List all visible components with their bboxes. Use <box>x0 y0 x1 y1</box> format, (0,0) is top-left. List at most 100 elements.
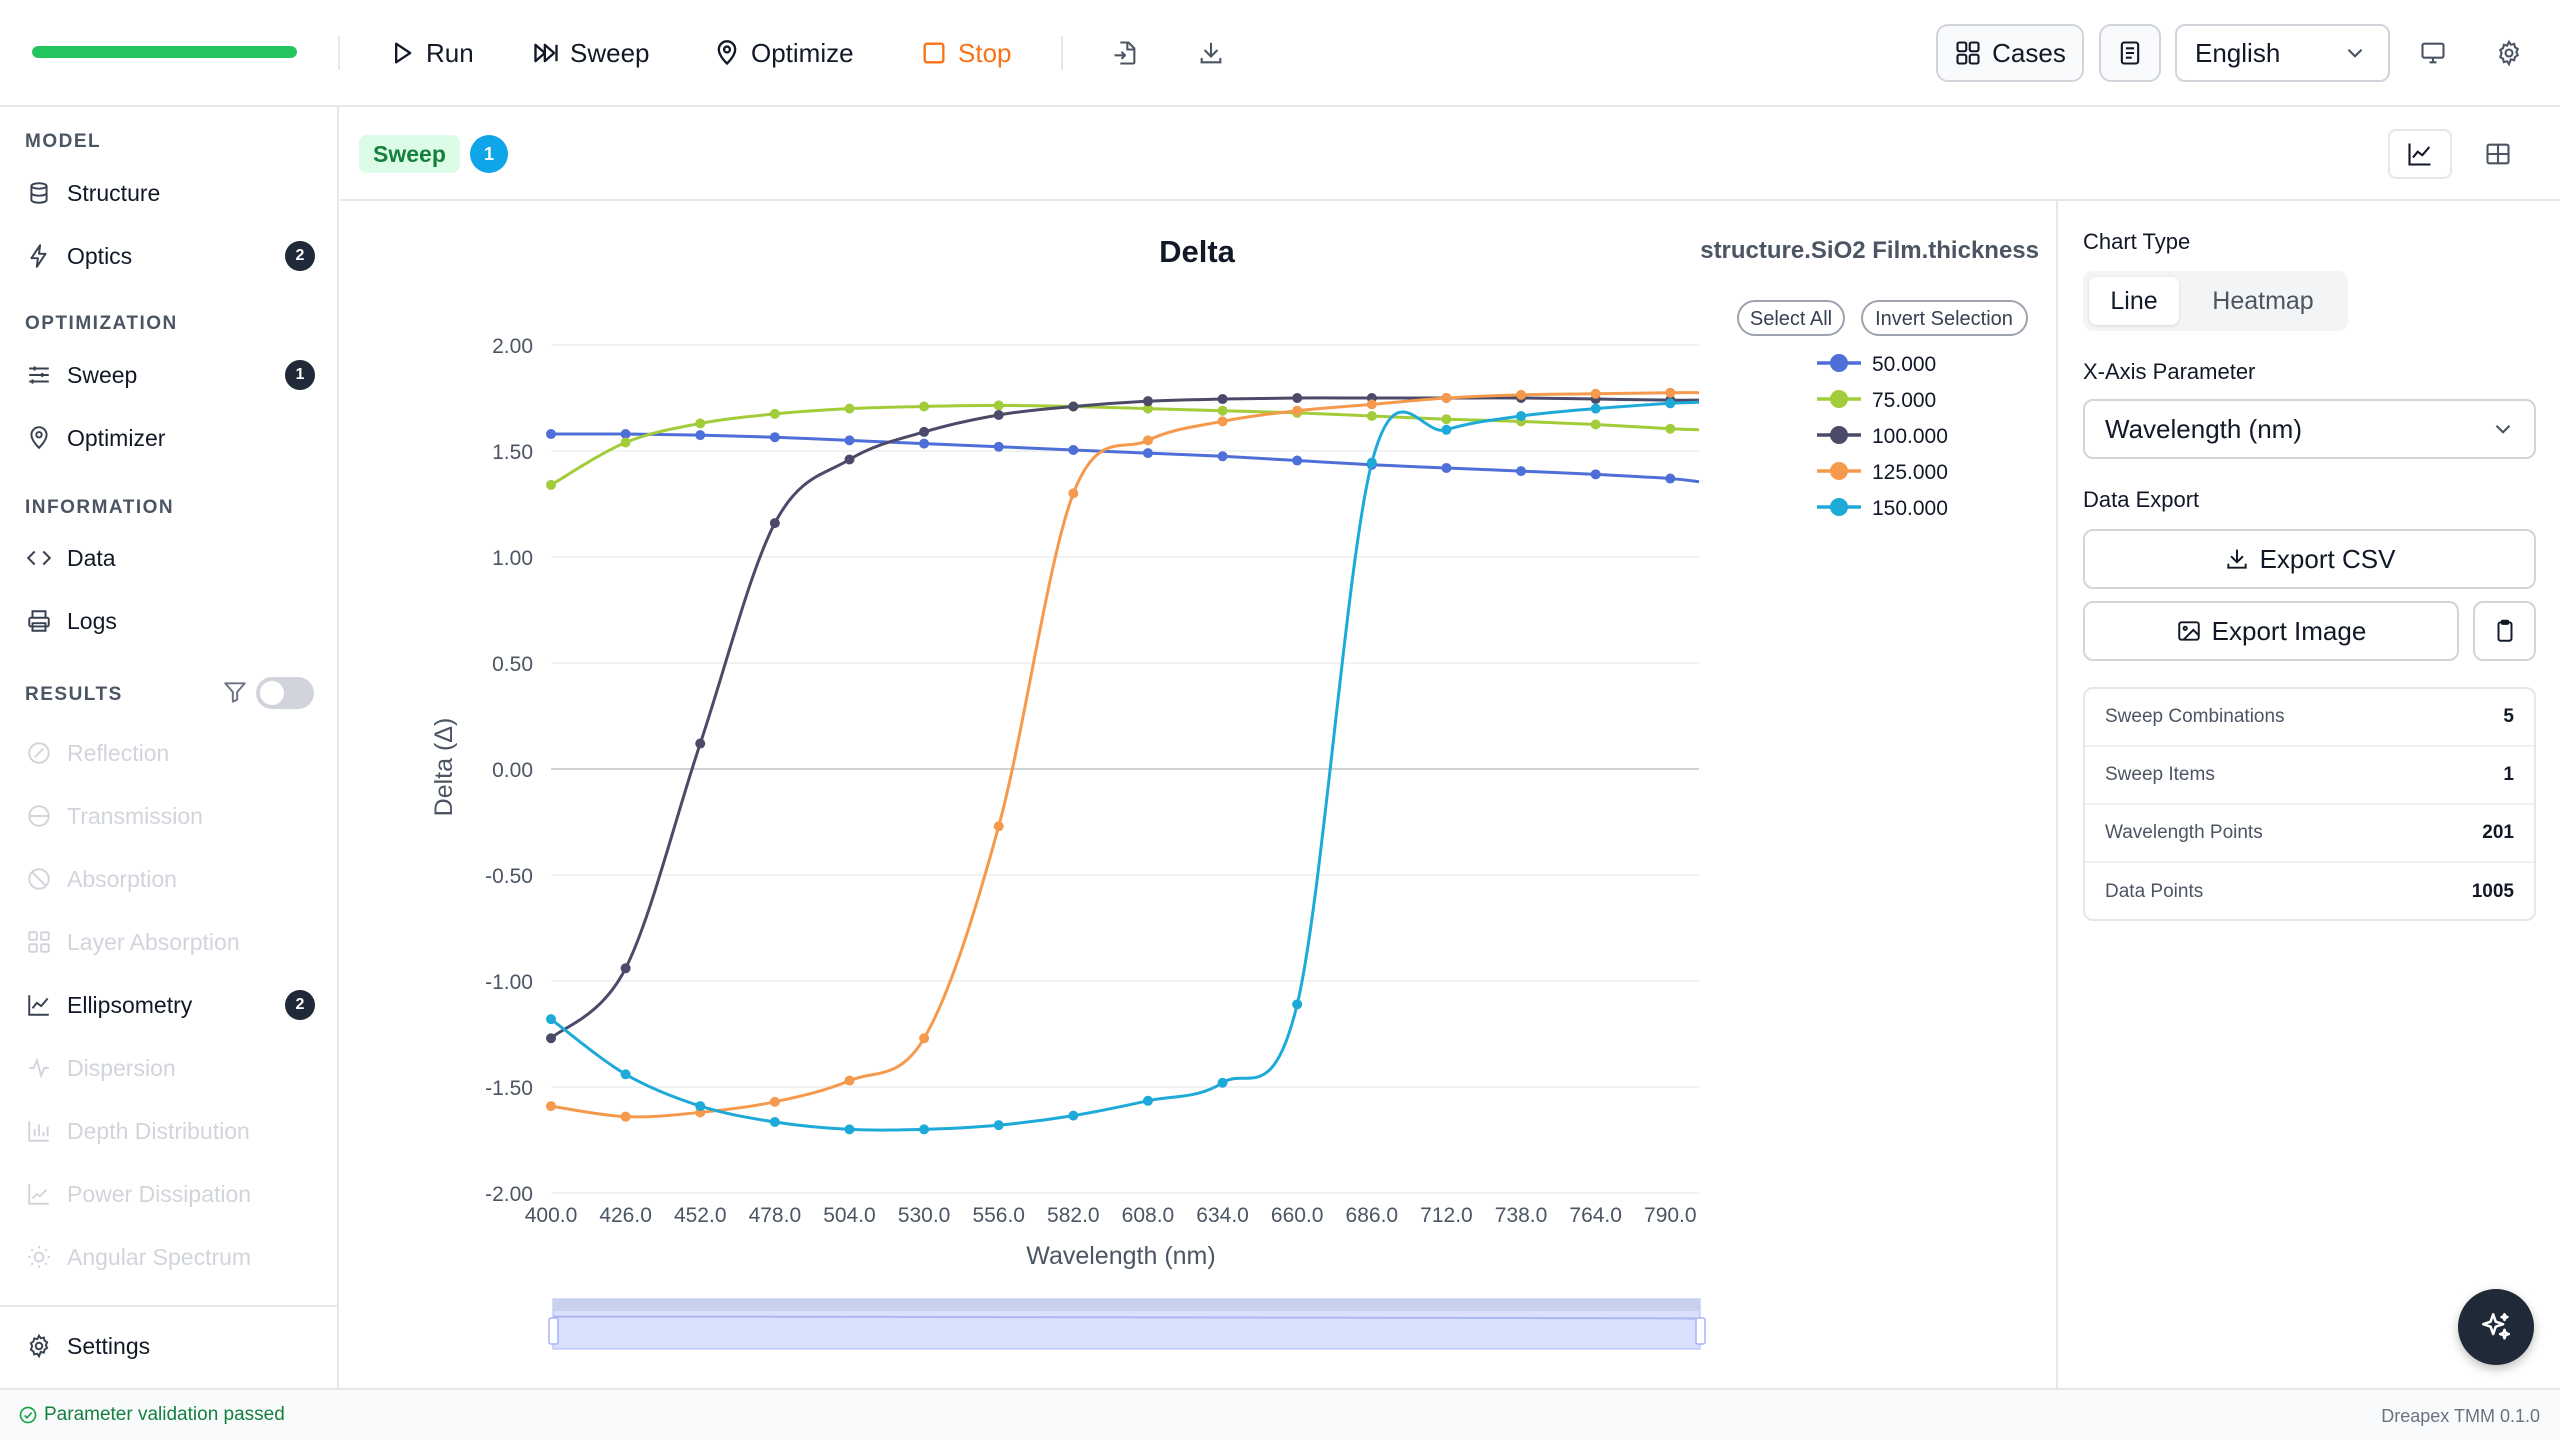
data-point[interactable] <box>1665 473 1676 484</box>
chart-view-button[interactable] <box>2388 129 2452 179</box>
data-point[interactable] <box>1217 1077 1228 1088</box>
data-point[interactable] <box>695 1101 706 1112</box>
chart-type-line[interactable]: Line <box>2089 277 2179 325</box>
data-point[interactable] <box>1142 396 1153 407</box>
copy-image-button[interactable] <box>2473 601 2536 661</box>
series-50.000[interactable] <box>546 429 1700 484</box>
zoom-handle-left[interactable] <box>548 1317 559 1345</box>
data-point[interactable] <box>1292 455 1303 466</box>
results-filter-toggle[interactable] <box>256 677 314 709</box>
sidebar-item-dispersion[interactable]: Dispersion <box>25 1044 315 1092</box>
ai-assistant-button[interactable] <box>2458 1289 2534 1365</box>
data-point[interactable] <box>769 408 780 419</box>
sweep-button[interactable]: Sweep <box>532 30 650 76</box>
sidebar-item-reflection[interactable]: Reflection <box>25 729 315 777</box>
data-point[interactable] <box>1142 448 1153 459</box>
data-point[interactable] <box>1292 999 1303 1010</box>
data-point[interactable] <box>1516 466 1527 477</box>
series-125.000[interactable] <box>546 387 1700 1122</box>
legend-item[interactable]: 50.000 <box>1817 353 1936 376</box>
sidebar-item-transmission[interactable]: Transmission <box>25 792 315 840</box>
data-point[interactable] <box>993 400 1004 411</box>
chart-legend[interactable]: 50.000 75.000 100.000 125.000 150.000 <box>1817 353 1948 520</box>
data-point[interactable] <box>1142 1095 1153 1106</box>
sidebar-item-optics[interactable]: Optics 2 <box>25 232 315 280</box>
notes-button[interactable] <box>2099 24 2161 82</box>
data-point[interactable] <box>844 1075 855 1086</box>
data-point[interactable] <box>1068 444 1079 455</box>
data-point[interactable] <box>620 429 631 440</box>
data-point[interactable] <box>695 430 706 441</box>
export-csv-button[interactable]: Export CSV <box>2083 529 2536 589</box>
data-point[interactable] <box>1068 401 1079 412</box>
download-button[interactable] <box>1194 36 1228 70</box>
cases-button[interactable]: Cases <box>1936 24 2084 82</box>
data-point[interactable] <box>1516 411 1527 422</box>
data-point[interactable] <box>1441 424 1452 435</box>
data-point[interactable] <box>844 454 855 465</box>
legend-item[interactable]: 100.000 <box>1817 425 1948 448</box>
data-point[interactable] <box>1441 393 1452 403</box>
data-point[interactable] <box>1590 403 1601 414</box>
data-point[interactable] <box>1366 457 1377 468</box>
data-point[interactable] <box>1142 435 1153 446</box>
data-point[interactable] <box>1068 488 1079 499</box>
optimize-button[interactable]: Optimize <box>713 30 854 76</box>
data-point[interactable] <box>993 1120 1004 1131</box>
language-select[interactable]: English <box>2175 24 2390 82</box>
sidebar-item-depth-distribution[interactable]: Depth Distribution <box>25 1107 315 1155</box>
data-point[interactable] <box>546 479 556 490</box>
data-point[interactable] <box>620 1069 631 1080</box>
sidebar-item-optimizer[interactable]: Optimizer <box>25 414 315 462</box>
sidebar-item-data[interactable]: Data <box>25 534 315 582</box>
data-point[interactable] <box>844 435 855 446</box>
table-view-button[interactable] <box>2466 129 2530 179</box>
data-point[interactable] <box>620 963 631 974</box>
data-point[interactable] <box>919 401 930 412</box>
data-point[interactable] <box>1142 403 1153 414</box>
data-point[interactable] <box>1590 388 1601 399</box>
run-button[interactable]: Run <box>388 30 474 76</box>
data-point[interactable] <box>546 1033 556 1044</box>
data-point[interactable] <box>769 518 780 529</box>
data-point[interactable] <box>919 1124 930 1135</box>
export-image-button[interactable]: Export Image <box>2083 601 2459 661</box>
data-point[interactable] <box>769 1096 780 1107</box>
sidebar-item-structure[interactable]: Structure <box>25 169 315 217</box>
display-button[interactable] <box>2416 36 2450 70</box>
filter-icon[interactable] <box>222 679 248 705</box>
data-point[interactable] <box>1068 1110 1079 1121</box>
data-point[interactable] <box>1665 398 1676 409</box>
data-point[interactable] <box>919 438 930 449</box>
data-point[interactable] <box>1366 411 1377 422</box>
data-point[interactable] <box>695 418 706 429</box>
zoom-handle-right[interactable] <box>1695 1317 1706 1345</box>
select-all-button[interactable]: Select All <box>1737 300 1845 336</box>
x-axis-param-select[interactable]: Wavelength (nm) <box>2083 399 2536 459</box>
sidebar-item-absorption[interactable]: Absorption <box>25 855 315 903</box>
series-100.000[interactable] <box>546 393 1700 1044</box>
data-point[interactable] <box>1441 462 1452 473</box>
data-point[interactable] <box>546 429 556 440</box>
zoom-top-bar[interactable] <box>553 1299 1700 1311</box>
sweep-tag[interactable]: Sweep <box>359 135 460 173</box>
data-point[interactable] <box>1516 389 1527 400</box>
data-point[interactable] <box>1217 416 1228 427</box>
data-point[interactable] <box>1590 419 1601 430</box>
data-point[interactable] <box>993 441 1004 452</box>
data-point[interactable] <box>844 1124 855 1135</box>
legend-item[interactable]: 75.000 <box>1817 389 1936 412</box>
import-button[interactable] <box>1108 36 1142 70</box>
sidebar-item-logs[interactable]: Logs <box>25 597 315 645</box>
sidebar-item-angular-spectrum[interactable]: Angular Spectrum <box>25 1233 315 1281</box>
data-point[interactable] <box>1665 423 1676 434</box>
legend-item[interactable]: 125.000 <box>1817 461 1948 484</box>
data-point[interactable] <box>769 1116 780 1127</box>
invert-selection-button[interactable]: Invert Selection <box>1861 300 2028 336</box>
sidebar-item-ellipsometry[interactable]: Ellipsometry 2 <box>25 981 315 1029</box>
data-point[interactable] <box>1217 405 1228 416</box>
data-point[interactable] <box>844 403 855 414</box>
data-point[interactable] <box>1292 393 1303 403</box>
data-point[interactable] <box>1292 405 1303 416</box>
stop-button[interactable]: Stop <box>920 30 1012 76</box>
